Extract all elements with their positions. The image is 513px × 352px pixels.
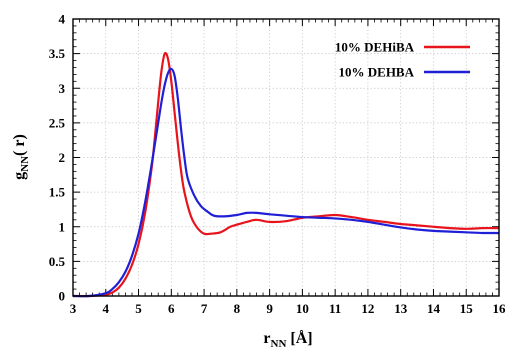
y-tick-label: 0 (59, 289, 66, 304)
x-tick-label: 6 (168, 301, 175, 316)
x-tick-label: 7 (201, 301, 208, 316)
x-tick-label: 9 (266, 301, 273, 316)
x-tick-label: 15 (460, 301, 474, 316)
x-tick-label: 4 (103, 301, 110, 316)
y-tick-label: 2.5 (49, 115, 66, 130)
plot-frame (72, 18, 500, 297)
y-axis-label: gNN( r) (11, 134, 31, 180)
x-tick-label: 16 (493, 301, 507, 316)
y-tick-label: 1.5 (49, 185, 66, 200)
x-tick-label: 13 (394, 301, 408, 316)
y-axis-label-subscript: NN (19, 156, 31, 172)
y-tick-label: 1 (59, 219, 66, 234)
series-line-1 (72, 67, 500, 298)
x-tick-label: 12 (361, 301, 374, 316)
y-tick-label: 0.5 (49, 254, 66, 269)
grid-lines (73, 19, 499, 296)
legend-label-1: 10% DEHBA (339, 65, 415, 80)
data-series (72, 51, 500, 298)
y-tick-labels: 0 0.5 1 1.5 2 2.5 3 3.5 4 (49, 12, 66, 304)
x-tick-label: 3 (70, 301, 77, 316)
legend: 10% DEHiBA 10% DEHBA (335, 40, 470, 80)
y-tick-label: 2 (59, 150, 66, 165)
y-tick-label: 3.5 (49, 46, 66, 61)
x-tick-label: 8 (234, 301, 241, 316)
y-tick-label: 3 (59, 81, 66, 96)
x-axis-label: rNN [Å] (263, 329, 312, 350)
x-tick-label: 5 (135, 301, 142, 316)
x-tick-labels: 3 4 5 6 7 8 9 10 11 12 13 14 15 16 (70, 301, 506, 316)
x-tick-label: 10 (296, 301, 309, 316)
x-tick-label: 11 (329, 301, 341, 316)
x-tick-label: 14 (427, 301, 441, 316)
series-line-0 (72, 51, 500, 298)
y-tick-label: 4 (59, 12, 66, 27)
x-axis-label-subscript: NN (271, 338, 287, 350)
legend-label-0: 10% DEHiBA (335, 40, 415, 55)
